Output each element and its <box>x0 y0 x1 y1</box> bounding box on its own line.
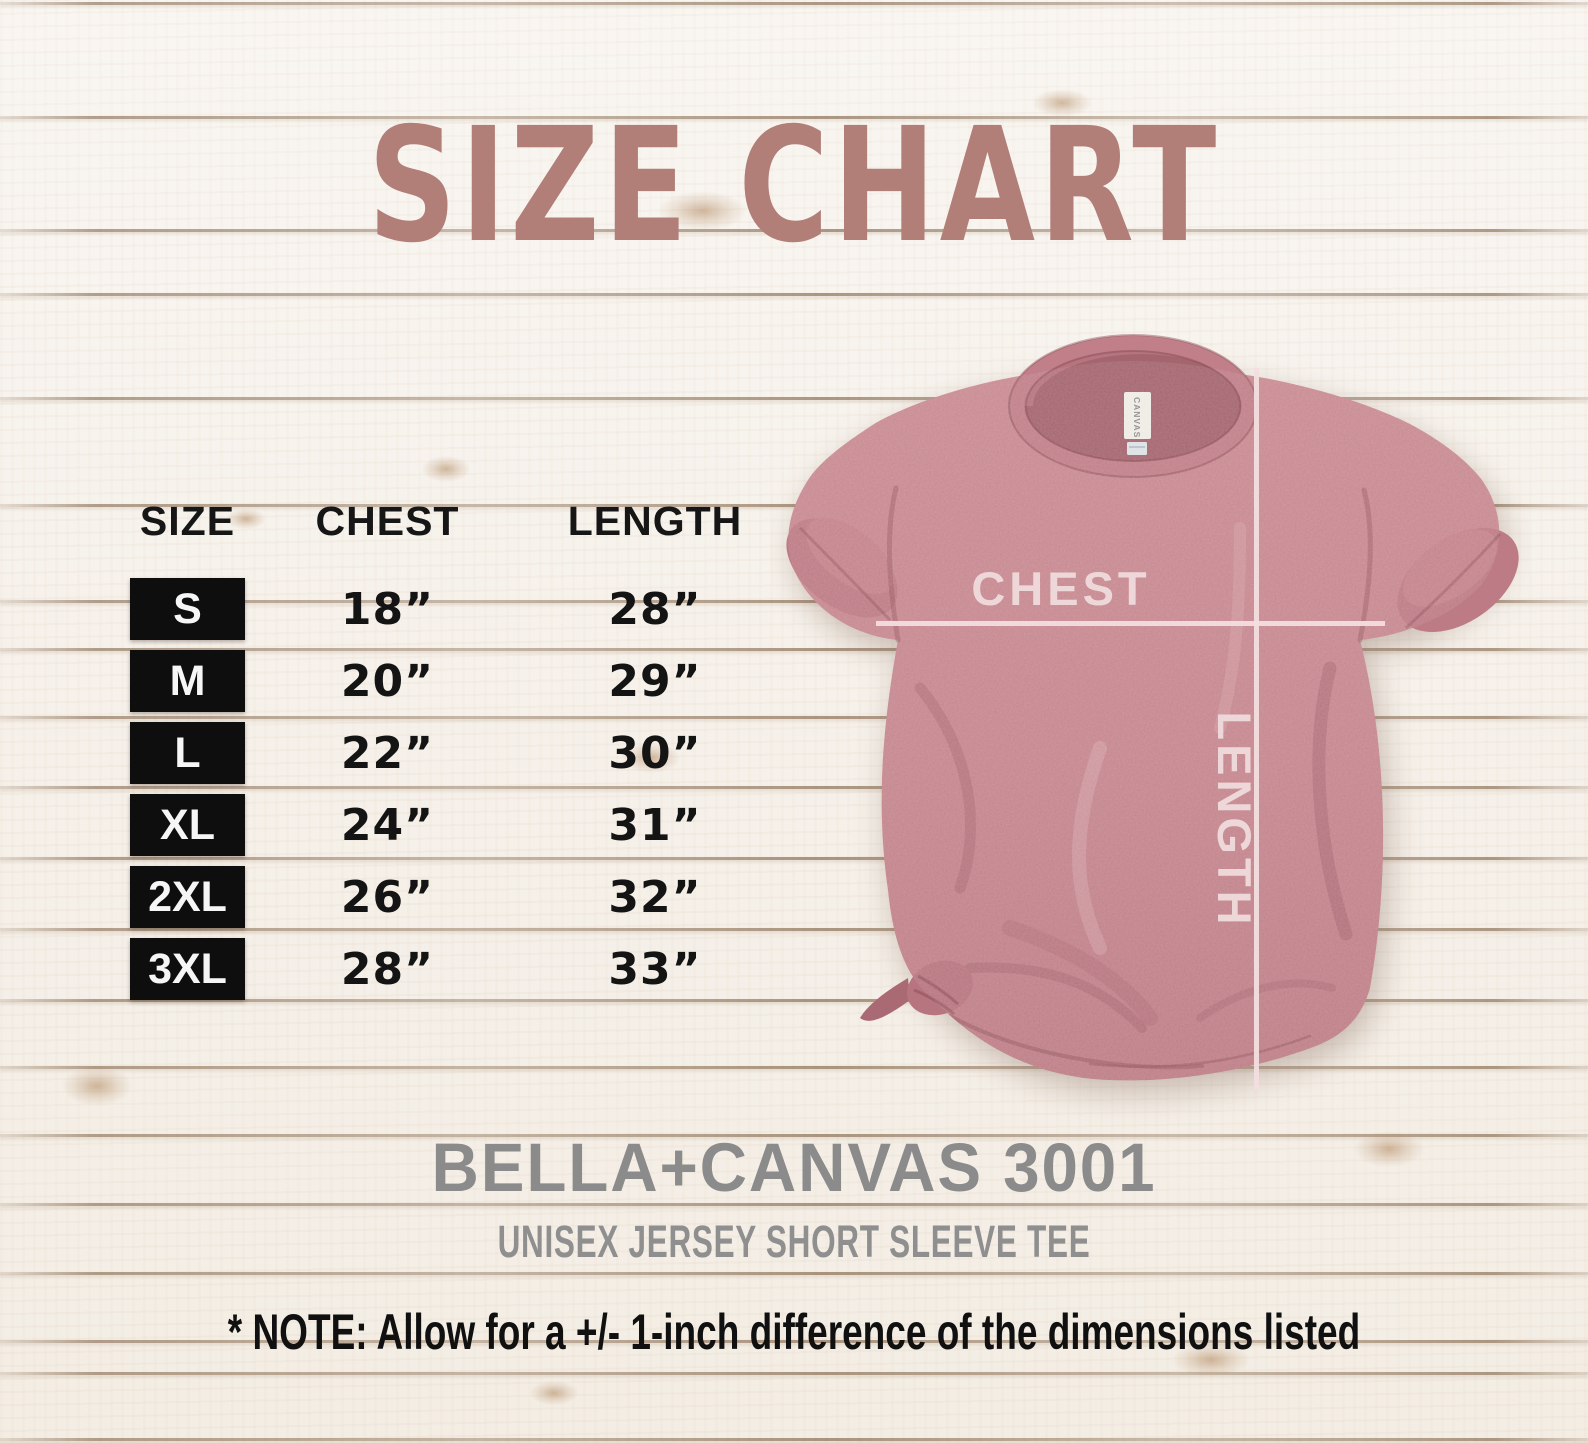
length-value: 33” <box>608 943 702 995</box>
table-row: 2XL 26” 32” <box>130 866 780 928</box>
chest-measure-label: CHEST <box>971 562 1150 615</box>
table-row: M 20” 29” <box>130 650 780 712</box>
length-measure-line <box>1254 368 1259 1090</box>
size-badge: M <box>130 650 245 712</box>
wood-knot <box>420 455 472 483</box>
length-value: 32” <box>608 871 702 923</box>
column-header-chest: CHEST <box>315 498 460 544</box>
page-title: SIZE CHART <box>367 94 1221 278</box>
chest-measure-line <box>876 621 1385 626</box>
length-value: 29” <box>608 655 702 707</box>
size-badge: S <box>130 578 245 640</box>
size-table: SIZE CHEST LENGTH S 18” 28” M 20” 29” L … <box>130 497 780 1010</box>
chest-value: 28” <box>340 943 435 995</box>
wood-plank-line <box>0 1372 1588 1375</box>
length-measure-label: LENGTH <box>1208 711 1261 928</box>
table-row: S 18” 28” <box>130 578 780 640</box>
size-badge: XL <box>130 794 245 856</box>
length-value: 31” <box>608 799 702 851</box>
chest-value: 22” <box>340 727 435 779</box>
size-table-header: SIZE CHEST LENGTH <box>130 497 780 545</box>
chest-value: 18” <box>340 583 435 635</box>
table-row: XL 24” 31” <box>130 794 780 856</box>
column-header-size: SIZE <box>139 498 236 544</box>
size-badge: 3XL <box>130 938 245 1000</box>
size-badge: 2XL <box>130 866 245 928</box>
product-name: UNISEX JERSEY SHORT SLEEVE TEE <box>497 1216 1091 1267</box>
wood-plank-line <box>0 293 1588 296</box>
brand-title: BELLA+CANVAS 3001 <box>431 1129 1157 1206</box>
table-row: 3XL 28” 33” <box>130 938 780 1000</box>
wood-plank-line <box>0 2 1588 5</box>
length-value: 28” <box>608 583 702 635</box>
chest-value: 26” <box>340 871 435 923</box>
column-header-length: LENGTH <box>567 498 743 544</box>
chest-value: 24” <box>340 799 435 851</box>
note-text: * NOTE: Allow for a +/- 1-inch differenc… <box>227 1304 1361 1360</box>
length-value: 30” <box>608 727 702 779</box>
size-table-rows: S 18” 28” M 20” 29” L 22” 30” XL 24” 31”… <box>130 578 780 1000</box>
wood-knot <box>528 1380 580 1406</box>
chest-value: 20” <box>340 655 435 707</box>
tshirt-photo: CANVAS CHEST LENGTH <box>770 328 1530 1128</box>
table-row: L 22” 30” <box>130 722 780 784</box>
tshirt-svg: CANVAS CHEST LENGTH <box>786 334 1519 1090</box>
wood-knot <box>60 1065 134 1107</box>
wood-plank-line <box>0 1438 1588 1441</box>
measurement-overlay: CHEST LENGTH <box>876 368 1385 1090</box>
size-badge: L <box>130 722 245 784</box>
wood-plank-line <box>0 1272 1588 1275</box>
